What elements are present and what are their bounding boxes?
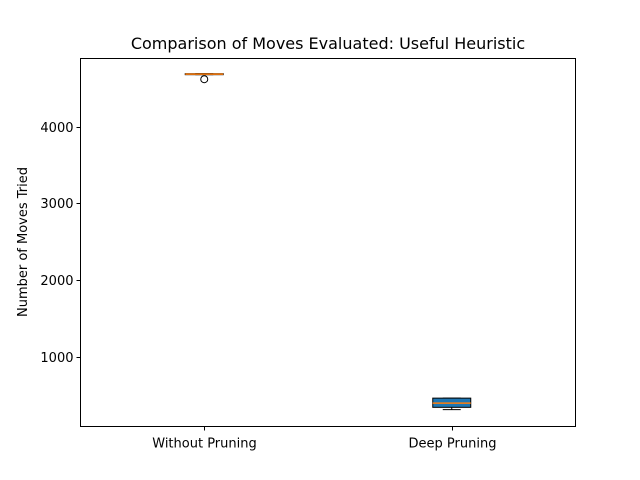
y-tick-label: 1000 (40, 351, 73, 366)
chart-title: Comparison of Moves Evaluated: Useful He… (131, 34, 525, 53)
x-tick-label: Deep Pruning (409, 437, 497, 452)
x-tick-label: Without Pruning (152, 437, 256, 452)
y-tick-label: 2000 (40, 274, 73, 289)
y-axis-label: Number of Moves Tried (16, 167, 31, 317)
plot-area (80, 58, 576, 427)
y-tick-label: 4000 (40, 121, 73, 136)
y-tick-label: 3000 (40, 197, 73, 212)
box-plots (184, 73, 472, 411)
box-without-pruning (184, 73, 224, 84)
y-axis: 1000 2000 3000 4000 (40, 121, 81, 366)
x-axis: Without Pruning Deep Pruning (152, 426, 497, 452)
box-deep-pruning (432, 397, 472, 411)
outlier-point (200, 75, 209, 84)
